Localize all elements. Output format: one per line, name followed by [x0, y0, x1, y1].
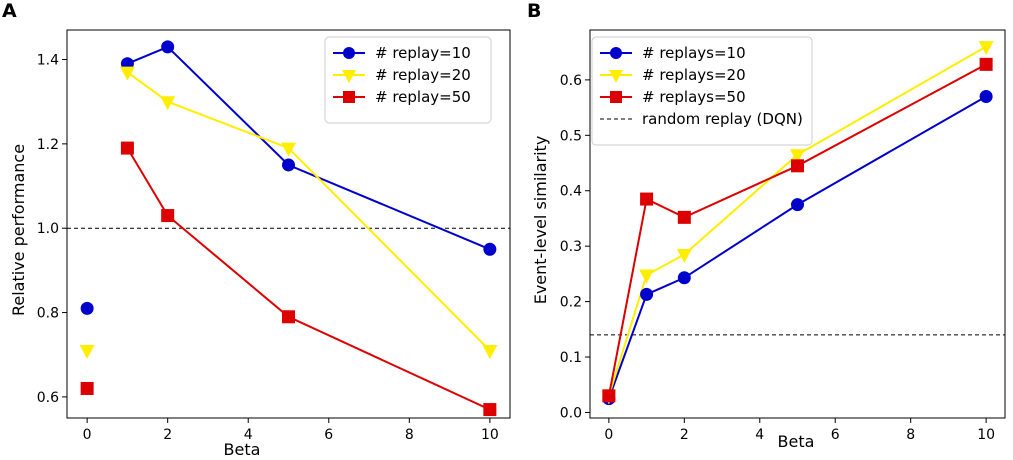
panel-a-legend: # replay=10 # replay=20 # replay=50	[324, 36, 492, 124]
panel-b-ytick-label: 0.6	[560, 73, 582, 89]
panel-a-data-point	[80, 381, 94, 395]
panel-a-xtick-label: 2	[163, 427, 172, 443]
panel-a-legend-box	[324, 36, 492, 124]
panel-b-letter: B	[527, 0, 541, 22]
panel-b-legend-label: # replays=10	[642, 44, 746, 62]
panel-a-series-line-1	[127, 45, 491, 251]
panel-b-data-point	[791, 198, 804, 212]
panel-b-legend-box	[591, 36, 813, 146]
panel-a-data-point	[160, 96, 176, 111]
panel-a-data-point	[483, 403, 497, 417]
panel-a-xtick-label: 8	[405, 427, 414, 443]
panel-b-ytick-label: 0.5	[560, 128, 582, 144]
panel-b-ytick-label: 0.4	[560, 184, 582, 200]
panel-b-xtick-label: 6	[831, 427, 840, 443]
panel-b-data-point	[791, 159, 804, 173]
panel-b-xtick-label: 10	[977, 427, 995, 443]
panel-a-xlabel: Beta	[224, 440, 261, 459]
panel-a-ylabel: Relative performance	[9, 144, 28, 316]
panel-a-axes-frame	[66, 29, 511, 419]
panel-a-data-point	[119, 66, 135, 81]
panel-b-ytick-label: 0.3	[560, 239, 582, 255]
panel-a-ytick-label: 1.2	[37, 137, 59, 153]
panel-b-ylabel: Event-level similarity	[531, 136, 550, 305]
panel-a-data-point	[282, 158, 295, 172]
panel-b-data-point	[979, 90, 993, 104]
panel-a-xtick-label: 6	[324, 427, 333, 443]
panel-a-series-line-2	[126, 71, 491, 352]
panel-b-ytick-label: 0.0	[560, 405, 582, 421]
panel-a-ytick-label: 1.4	[37, 53, 59, 69]
panel-b-legend: # replays=10 # replays=20 # replays=50 rand…	[591, 36, 813, 146]
panel-a-ytick-label: 0.8	[37, 306, 59, 322]
panel-b-ytick-label: 0.2	[560, 295, 582, 311]
panel-a-series-line-3	[126, 147, 491, 411]
panel-b-data-point	[979, 57, 993, 71]
panel-a-data-point	[120, 141, 134, 155]
panel-a-data-point	[79, 345, 95, 360]
panel-a-data-point	[80, 301, 94, 315]
panel-a-xtick-label: 4	[244, 427, 253, 443]
panel-a-letter: A	[2, 0, 17, 22]
panel-b-plot: 0 2 4 6 8 10 0.0 0.1 0.2 0.3 0.4 0.5 0.6 # replays=10…	[560, 29, 1006, 443]
panel-b-data-point	[677, 210, 691, 224]
panel-b-legend-marker	[610, 91, 622, 103]
panel-b-legend-label: # replays=50	[642, 88, 746, 106]
panel-b-xtick-label: 2	[680, 427, 689, 443]
panel-a-data-point	[282, 310, 295, 324]
panel-b-axes-frame	[589, 29, 1006, 419]
panel-a-ytick-label: 0.6	[37, 390, 59, 406]
panel-b-legend-marker	[609, 70, 623, 83]
panel-b-xtick-label: 0	[604, 427, 613, 443]
panel-b-data-point	[790, 149, 805, 164]
panel-b-ytick-label: 0.1	[560, 350, 582, 366]
panel-b-data-point	[978, 41, 994, 56]
panel-a-legend-marker	[343, 91, 355, 103]
panel-b-data-point	[639, 269, 655, 284]
panel-b-data-point	[676, 248, 692, 263]
panel-a-legend-label: # replay=50	[375, 88, 471, 106]
panel-a-data-point	[482, 345, 498, 360]
panel-b-legend-label: random replay (DQN)	[642, 110, 803, 128]
panel-a-data-point	[281, 142, 296, 157]
panel-a-data-point	[161, 40, 175, 54]
panel-b-xlabel: Beta	[778, 432, 815, 451]
panel-b-data-point	[640, 192, 654, 206]
panel-a-legend-marker	[342, 70, 356, 83]
panel-a-ytick-label: 1.0	[37, 221, 59, 237]
panel-a-legend-label: # replay=10	[375, 44, 471, 62]
panel-b-legend-label: # replays=20	[642, 66, 746, 84]
panel-b-legend-marker	[610, 47, 622, 59]
panel-b-xtick-label: 4	[755, 427, 764, 443]
panel-a-data-point	[483, 242, 497, 256]
panel-b-data-point	[677, 271, 691, 285]
panel-b-xtick-label: 8	[906, 427, 915, 443]
panel-b-data-point	[640, 287, 654, 301]
panel-a-legend-marker	[343, 47, 355, 59]
panel-b-data-point	[602, 389, 616, 403]
panel-a-xtick-label: 0	[83, 427, 92, 443]
panel-a-plot: 0 2 4 6 8 100.60.81.01.21.4 # replay=10# repla…	[37, 29, 511, 443]
panel-a-data-point	[161, 209, 175, 223]
panel-a-legend-label: # replay=20	[375, 66, 471, 84]
panel-a-xtick-label: 10	[481, 427, 499, 443]
